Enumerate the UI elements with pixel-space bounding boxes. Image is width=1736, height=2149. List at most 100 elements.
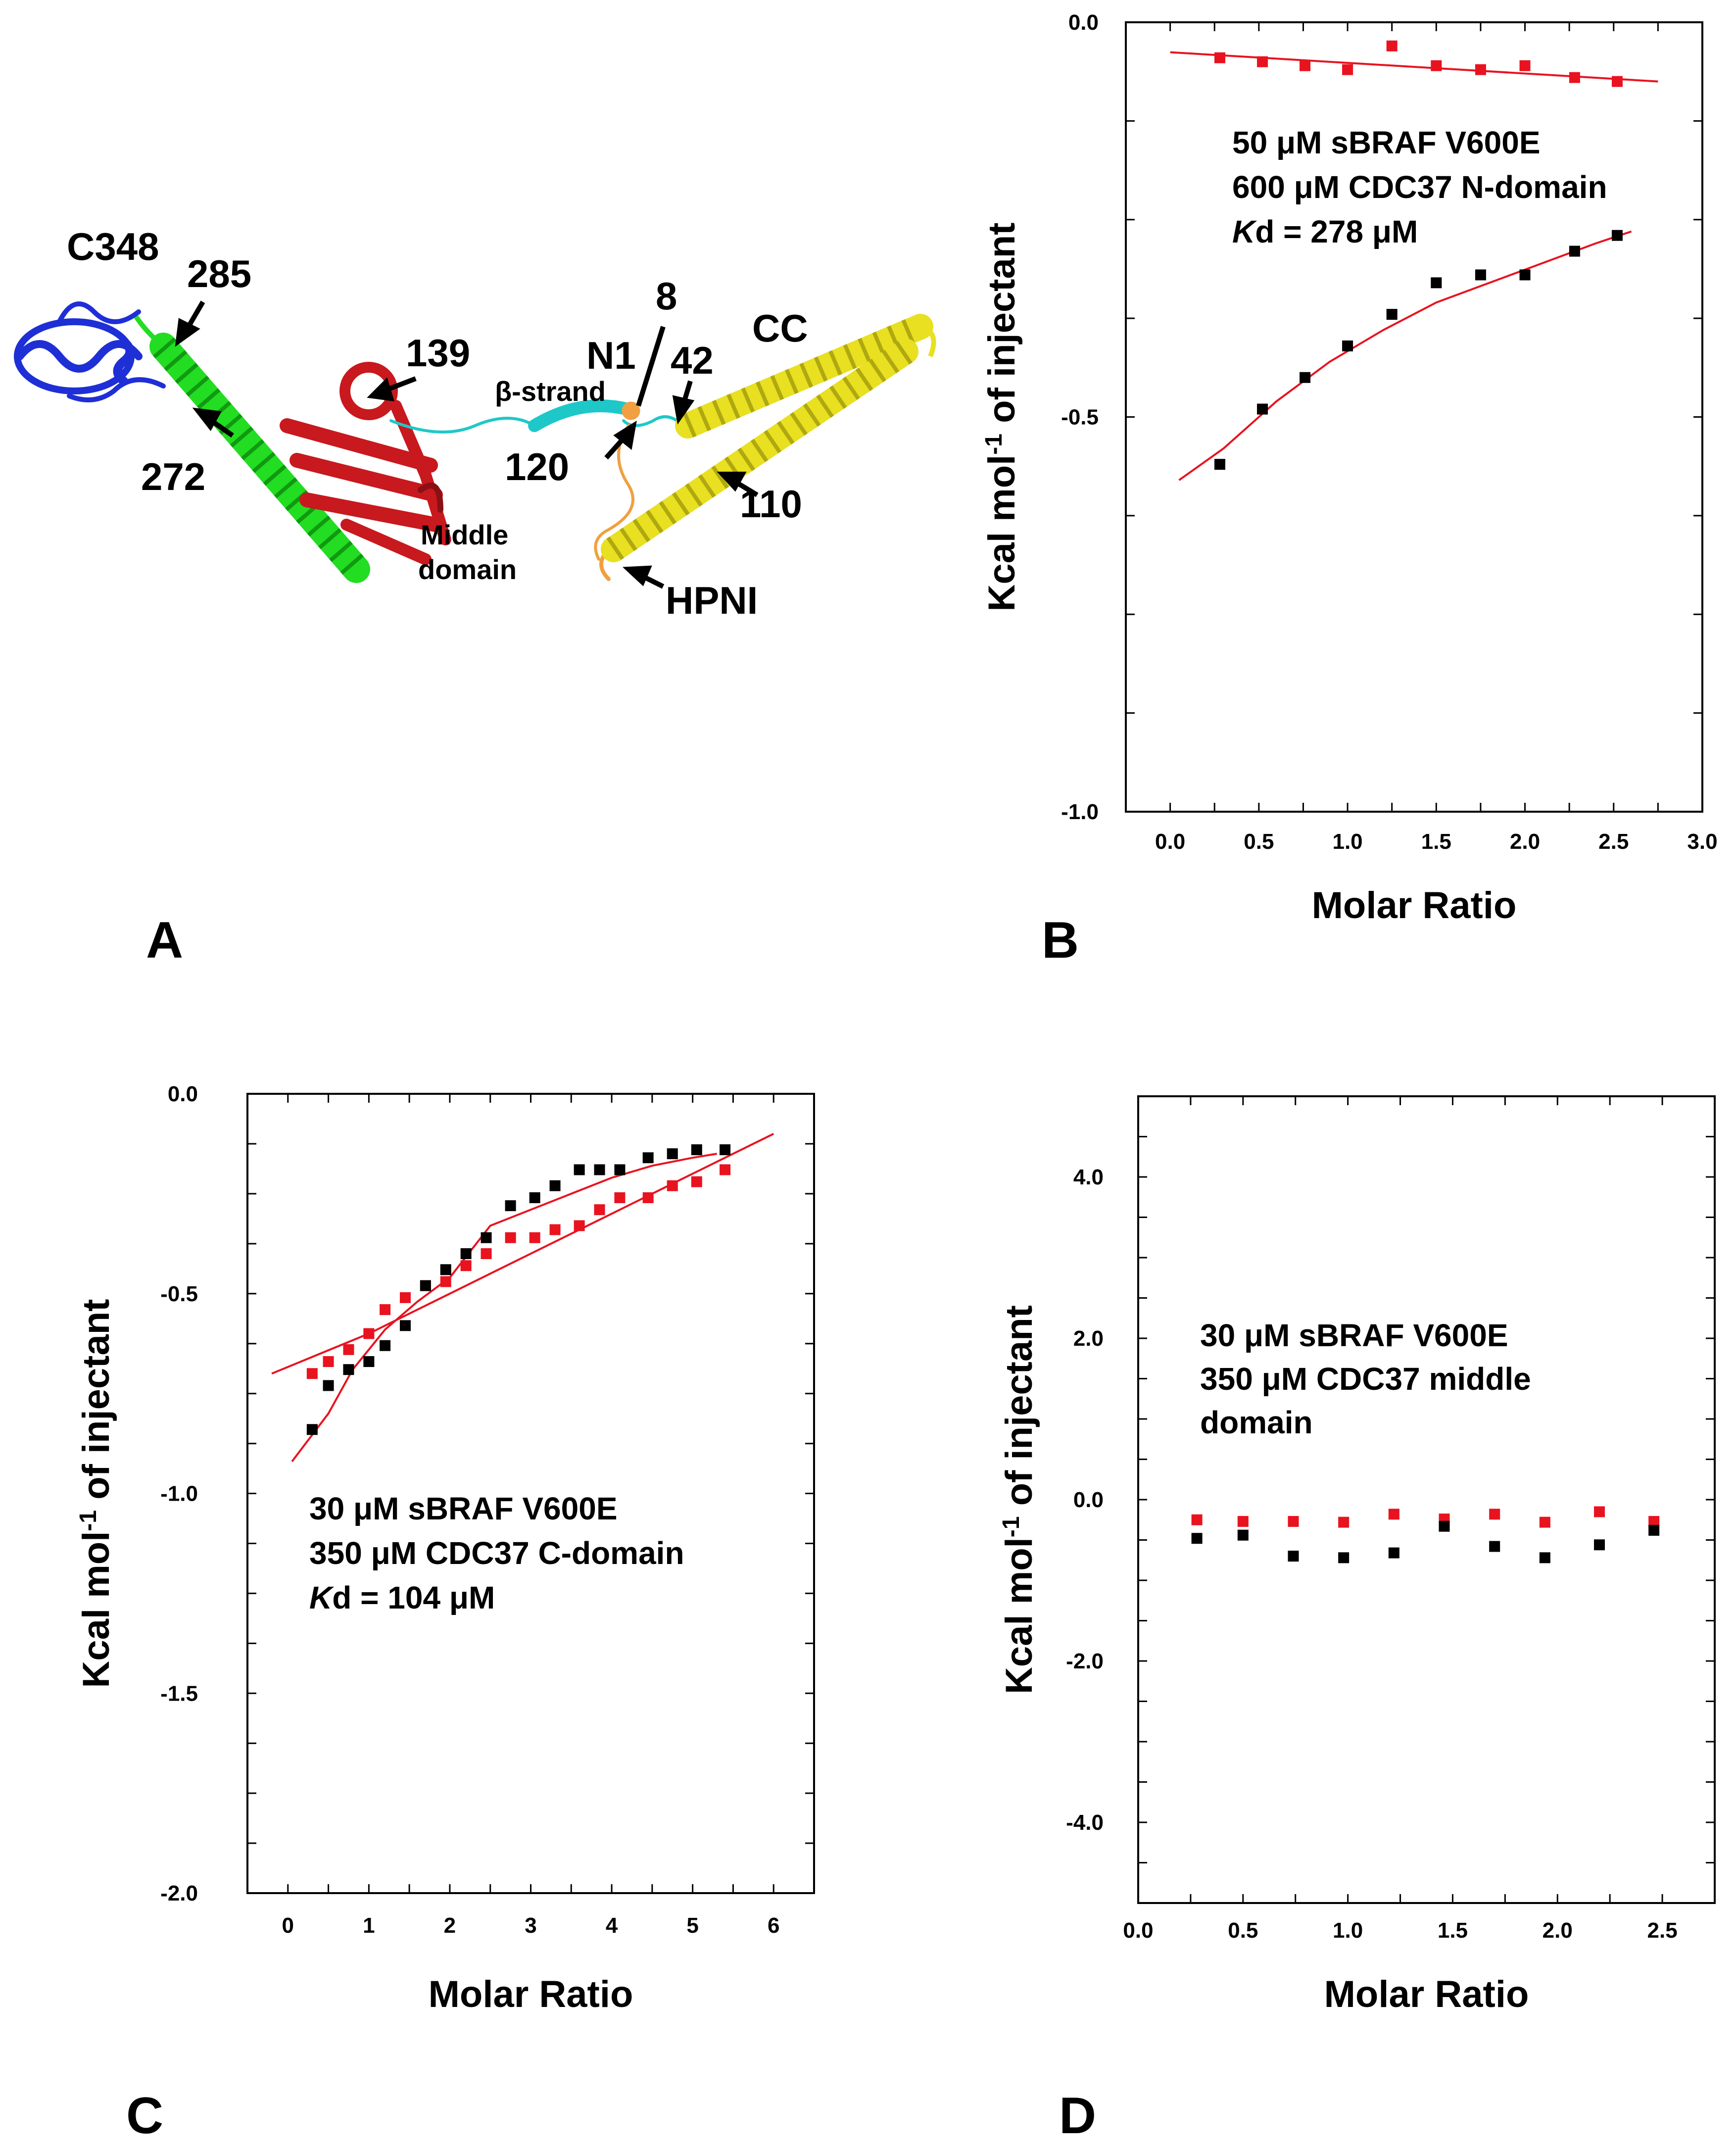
chart-panel-c: 0 1 2 3 4 5 6 0.0 -0.5 -1.0 -1.5 -2.0 Molar Ratio Kca… [75, 1082, 815, 2015]
data-point-red [399, 1292, 411, 1303]
data-point-red [594, 1204, 605, 1216]
label-139: 139 [406, 331, 470, 375]
data-point-black [1539, 1552, 1550, 1563]
data-point-black [594, 1164, 605, 1175]
y-tick-label: 2.0 [1073, 1326, 1104, 1351]
label-120: 120 [505, 445, 569, 488]
data-point-black [399, 1320, 411, 1331]
y-tick-label: -2.0 [160, 1881, 198, 1905]
data-point-black [363, 1356, 375, 1368]
data-point-black [440, 1264, 451, 1275]
data-point-black [481, 1232, 492, 1243]
data-point-red [460, 1260, 472, 1271]
data-point-control [1431, 60, 1442, 71]
y-axis-title-d: Kcal mol-1 of injectant [998, 1305, 1041, 1694]
data-point-black [642, 1152, 654, 1164]
data-point-black [343, 1364, 354, 1375]
label-110: 110 [740, 482, 802, 526]
data-point-black [1489, 1541, 1500, 1552]
x-tick-label: 0.5 [1228, 1918, 1258, 1943]
data-point-red [306, 1368, 318, 1379]
y-tick-label: 0.0 [1068, 10, 1099, 35]
y-tick-label: -4.0 [1066, 1810, 1104, 1835]
x-tick-label: 4 [606, 1913, 618, 1938]
data-point-red [529, 1232, 540, 1243]
label-beta-strand: β-strand [495, 376, 606, 407]
data-point-black [720, 1144, 731, 1156]
coiled-coil [601, 314, 936, 562]
annotation-line: Kd = 278 μM [1232, 214, 1418, 249]
data-point-control [1300, 60, 1311, 71]
data-point-black [306, 1424, 318, 1435]
data-point-black [1191, 1533, 1203, 1544]
label-n1: N1 [586, 334, 636, 377]
y-tick-label: -0.5 [1061, 405, 1099, 430]
x-tick-label: 1.0 [1333, 1918, 1363, 1943]
x-tick-label: 0.0 [1155, 830, 1185, 854]
data-point-red [1388, 1509, 1399, 1520]
panel-label-b: B [1042, 912, 1079, 969]
data-point-red [691, 1176, 702, 1187]
data-point-red [505, 1232, 516, 1243]
data-point-black [505, 1200, 516, 1212]
data-point-red [363, 1328, 375, 1339]
annotation-line: Kd = 104 μM [309, 1580, 495, 1615]
data-point-red [720, 1164, 731, 1175]
data-point-control [1257, 56, 1268, 67]
y-axis-title-part: of injectant [75, 1299, 117, 1510]
label-42: 42 [671, 339, 714, 382]
middle-domain [280, 362, 451, 565]
x-tick-label: 3.0 [1687, 830, 1717, 854]
panel-a-arrows [175, 300, 759, 589]
y-axis-title-c: Kcal mol-1 of injectant [75, 1299, 118, 1688]
label-272: 272 [141, 455, 205, 498]
data-point-black [549, 1180, 561, 1191]
linker-helix [134, 315, 370, 583]
label-c348: C348 [67, 225, 159, 268]
data-point-binding [1519, 269, 1531, 281]
x-tick-label: 2 [444, 1913, 456, 1938]
panel-label-a: A [146, 912, 183, 969]
data-point-black [380, 1340, 391, 1351]
data-point-red [574, 1220, 585, 1231]
c-domain-helices [14, 301, 166, 402]
x-tick-label: 2.0 [1543, 1918, 1573, 1943]
data-point-binding [1257, 403, 1268, 415]
data-point-red [1338, 1516, 1350, 1528]
data-point-red [667, 1180, 678, 1191]
data-point-black [1237, 1529, 1249, 1541]
x-tick-label: 5 [686, 1913, 698, 1938]
y-tick-label: 0.0 [168, 1082, 198, 1106]
x-tick-label: 1.0 [1332, 830, 1362, 854]
x-axis-title-c: Molar Ratio [429, 1973, 633, 2015]
data-point-black [1439, 1520, 1450, 1532]
data-point-control [1342, 64, 1353, 75]
x-tick-label: 6 [768, 1913, 779, 1938]
chart-panel-d: 0.0 0.5 1.0 1.5 2.0 2.5 4.0 2.0 0.0 -2.0 -4.0 Molar… [998, 1095, 1716, 2015]
annotation-line: 50 μM sBRAF V600E [1232, 125, 1541, 160]
y-axis-title-superscript: -1 [75, 1510, 101, 1531]
data-point-black [323, 1380, 334, 1391]
y-axis-title-part: of injectant [998, 1305, 1040, 1516]
data-point-black [667, 1148, 678, 1160]
label-8: 8 [656, 274, 677, 318]
data-point-red [1191, 1514, 1203, 1525]
data-point-binding [1214, 459, 1225, 470]
annotation-line: 30 μM sBRAF V600E [1200, 1318, 1508, 1353]
data-point-red [343, 1344, 354, 1355]
fit-line-binding-fit [1178, 230, 1632, 481]
x-tick-label: 3 [525, 1913, 536, 1938]
y-axis-title-superscript: -1 [981, 434, 1007, 455]
data-point-red [440, 1276, 451, 1287]
label-hpni: HPNI [666, 579, 758, 622]
label-domain: domain [418, 554, 517, 585]
y-tick-label: 0.0 [1073, 1488, 1104, 1512]
x-tick-label: 0 [282, 1913, 294, 1938]
x-tick-label: 2.5 [1647, 1918, 1678, 1943]
x-tick-label: 1.5 [1438, 1918, 1468, 1943]
data-point-black [1288, 1551, 1299, 1562]
annotation-kd-symbol: K [309, 1580, 335, 1615]
x-tick-label: 2.0 [1510, 830, 1540, 854]
y-tick-label: -2.0 [1066, 1649, 1104, 1673]
